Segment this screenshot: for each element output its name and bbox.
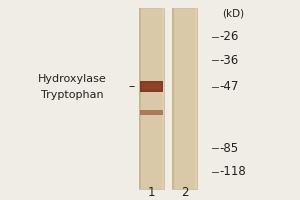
Text: -26: -26	[219, 30, 239, 43]
Bar	[140, 110, 163, 115]
Text: -36: -36	[219, 54, 238, 67]
Bar	[140, 81, 163, 92]
Bar	[163, 8, 164, 189]
Text: Tryptophan: Tryptophan	[41, 90, 103, 100]
Text: Hydroxylase: Hydroxylase	[38, 74, 106, 84]
Bar	[139, 8, 164, 189]
Text: -118: -118	[219, 165, 246, 178]
Text: 2: 2	[181, 186, 188, 199]
Bar	[196, 8, 197, 189]
Bar	[172, 8, 197, 189]
Bar	[172, 8, 174, 189]
Text: (kD): (kD)	[222, 9, 244, 19]
Text: –: –	[129, 80, 135, 93]
Text: -47: -47	[219, 80, 239, 93]
Text: 1: 1	[148, 186, 155, 199]
Bar	[142, 83, 161, 90]
Bar	[139, 8, 141, 189]
Text: -85: -85	[219, 142, 238, 155]
